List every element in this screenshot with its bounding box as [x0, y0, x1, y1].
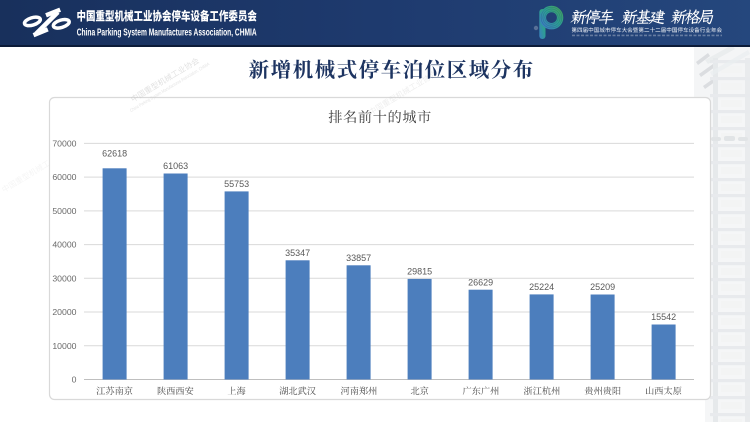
svg-text:China Parking System Manufactu: China Parking System Manufactures Associ…: [77, 27, 257, 38]
svg-text:60000: 60000: [52, 172, 76, 182]
svg-text:15542: 15542: [651, 312, 676, 322]
svg-text:50000: 50000: [52, 206, 76, 216]
svg-text:26629: 26629: [468, 277, 493, 287]
svg-text:62618: 62618: [102, 149, 127, 159]
svg-text:33857: 33857: [346, 253, 371, 263]
svg-text:61063: 61063: [163, 161, 188, 171]
svg-text:30000: 30000: [52, 273, 76, 283]
svg-text:40000: 40000: [52, 240, 76, 250]
svg-text:35347: 35347: [285, 248, 310, 258]
svg-text:70000: 70000: [52, 139, 76, 149]
svg-text:29815: 29815: [407, 267, 432, 277]
svg-text:55753: 55753: [224, 179, 249, 189]
svg-text:25224: 25224: [529, 282, 554, 292]
svg-text:10000: 10000: [52, 341, 76, 351]
svg-text:20000: 20000: [52, 307, 76, 317]
svg-text:0: 0: [72, 375, 77, 385]
svg-text:25209: 25209: [590, 282, 615, 292]
